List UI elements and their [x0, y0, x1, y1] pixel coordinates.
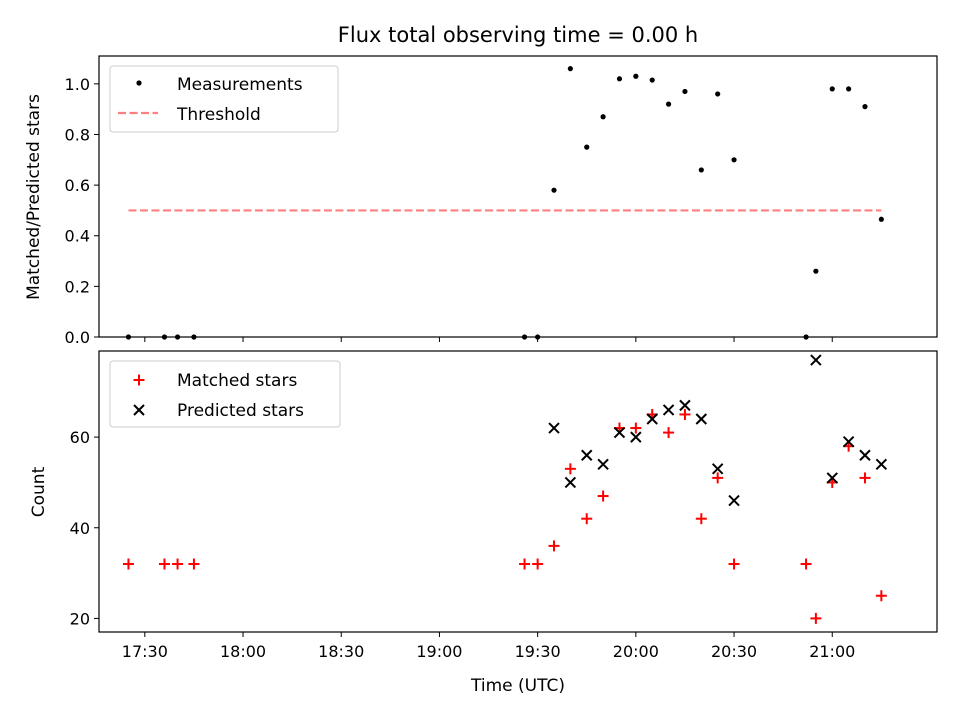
- figure-title: Flux total observing time = 0.00 h: [338, 23, 698, 47]
- top-ytick-label: 0.4: [65, 227, 90, 246]
- matched-star-point: [581, 513, 593, 525]
- matched-star-point: [122, 558, 134, 570]
- measurement-point: [584, 144, 590, 150]
- legend-matched-swatch: [133, 374, 145, 386]
- predicted-star-point: [548, 422, 560, 434]
- measurement-point: [665, 101, 672, 107]
- matched-star-point: [158, 558, 170, 570]
- predicted-star-point: [728, 494, 740, 507]
- predicted-star-point: [679, 399, 691, 412]
- top-ytick-label: 0.0: [65, 328, 90, 347]
- bottom-legend-box: [109, 360, 341, 428]
- legend-predicted-label: Predicted stars: [177, 401, 304, 421]
- measurement-point: [878, 216, 884, 222]
- matched-star-point: [630, 422, 642, 434]
- measurement-point: [600, 114, 606, 120]
- predicted-star-point: [581, 449, 593, 461]
- legend-matched-label: Matched stars: [177, 371, 297, 391]
- matched-star-point: [564, 463, 576, 475]
- bottom-xtick-label: 21:00: [809, 642, 855, 661]
- top-ytick-label: 1.0: [65, 75, 90, 94]
- top-panel: 0.0 0.2 0.4 0.6 0.8 1.0 Measurements Threshold: [65, 55, 938, 347]
- matched-star-point: [859, 472, 871, 484]
- predicted-star-point: [711, 463, 724, 475]
- bottom-xtick-label: 18:30: [318, 642, 364, 661]
- measurement-point: [682, 88, 688, 95]
- predicted-star-point: [695, 413, 708, 425]
- legend-predicted-swatch: [133, 404, 145, 416]
- bottom-ytick-label: 60: [70, 428, 90, 447]
- measurement-point: [715, 91, 721, 97]
- bottom-xtick-label: 20:00: [613, 642, 659, 661]
- top-axes-frame: [98, 55, 938, 338]
- predicted-star-point: [646, 413, 658, 425]
- matched-star-point: [519, 558, 531, 570]
- bottom-xtick-label: 20:30: [711, 642, 757, 661]
- predicted-star-point: [859, 449, 871, 461]
- legend-threshold-label: Threshold: [176, 105, 261, 125]
- bottom-ytick-label: 20: [70, 609, 90, 628]
- measurement-point: [829, 86, 835, 92]
- predicted-star-point: [597, 458, 609, 471]
- predicted-star-point: [662, 404, 675, 416]
- predicted-star-point: [630, 431, 642, 443]
- measurement-point: [846, 86, 852, 92]
- matched-star-point: [728, 558, 740, 570]
- matched-star-point: [548, 540, 560, 552]
- measurement-point: [731, 157, 737, 163]
- predicted-star-point: [613, 426, 626, 439]
- measurement-point: [551, 187, 557, 193]
- bottom-panel: 20 40 60 17:30 18:00 18:30 19:00 19:30 20:00 20:3…: [70, 350, 938, 661]
- measurement-point: [616, 76, 623, 82]
- top-ytick-label: 0.6: [65, 176, 90, 195]
- legend-measurements-label: Measurements: [177, 75, 303, 95]
- bottom-xtick-label: 18:00: [220, 642, 266, 661]
- measurement-point: [698, 167, 704, 173]
- matched-star-point: [188, 558, 200, 570]
- measurement-point: [633, 73, 639, 79]
- bottom-xtick-label: 19:30: [515, 642, 561, 661]
- measurement-point: [649, 77, 655, 83]
- top-legend-box: [109, 65, 339, 133]
- matched-star-point: [172, 558, 184, 570]
- bottom-ytick-label: 40: [70, 519, 90, 538]
- predicted-star-point: [875, 458, 888, 471]
- predicted-star-point: [564, 476, 577, 489]
- matched-star-point: [800, 558, 812, 570]
- bottom-xtick-label: 19:00: [416, 642, 462, 661]
- measurement-point: [136, 80, 142, 86]
- top-ytick-label: 0.8: [65, 125, 90, 144]
- predicted-star-point: [810, 354, 822, 366]
- matched-star-point: [597, 490, 609, 502]
- matched-star-point: [532, 558, 544, 570]
- top-legend: Measurements Threshold: [109, 65, 339, 133]
- top-y-axis-label: Matched/Predicted stars: [24, 94, 44, 300]
- predicted-star-point: [842, 435, 855, 448]
- bottom-y-axis-label: Count: [29, 466, 49, 517]
- x-axis-label: Time (UTC): [470, 676, 565, 696]
- predicted-star-point: [826, 472, 838, 484]
- top-ytick-label: 0.2: [65, 277, 90, 296]
- matched-star-point: [679, 408, 691, 420]
- matched-star-point: [663, 427, 675, 439]
- bottom-axes-frame: [98, 350, 938, 633]
- matched-star-point: [810, 612, 822, 624]
- matched-star-point: [875, 590, 887, 602]
- measurement-point: [567, 66, 573, 72]
- measurement-point: [813, 268, 819, 274]
- measurement-point: [862, 104, 868, 110]
- bottom-legend: Matched stars Predicted stars: [109, 360, 341, 428]
- matched-star-point: [695, 513, 707, 525]
- matched-star-point: [712, 472, 724, 484]
- bottom-xtick-label: 17:30: [122, 642, 168, 661]
